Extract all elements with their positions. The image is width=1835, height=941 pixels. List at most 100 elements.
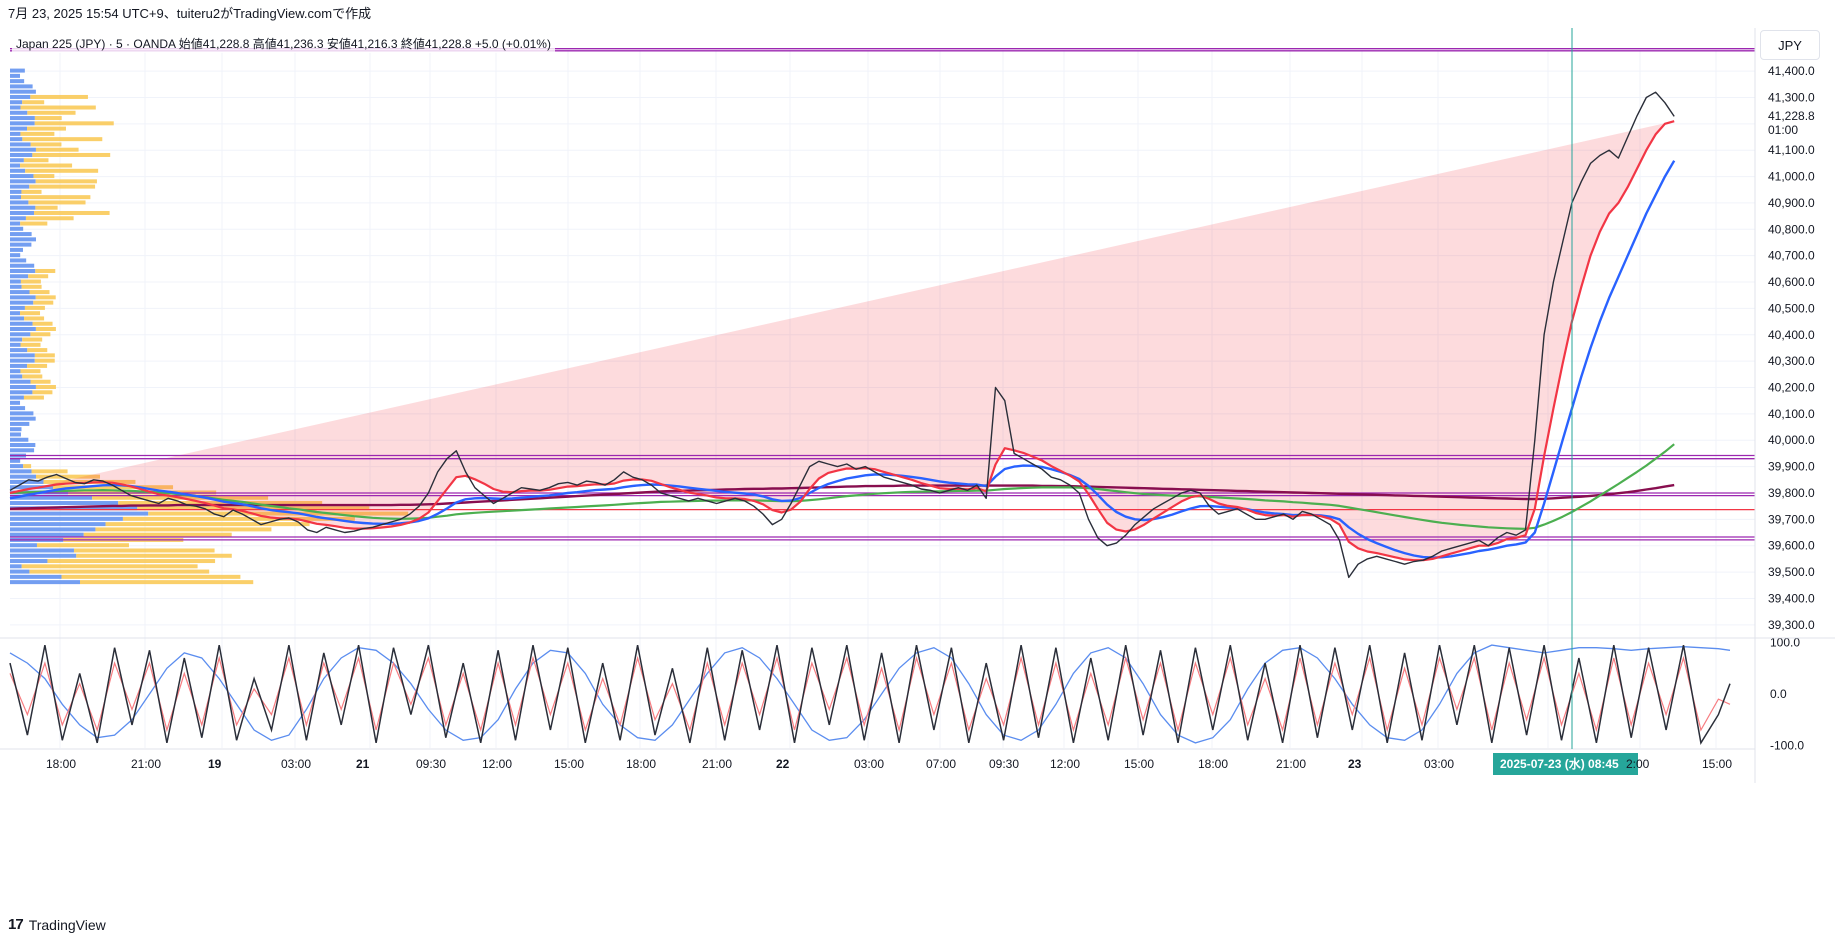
volume-profile-bar-down [23,158,49,163]
chart-snapshot-header: 7月 23, 2025 15:54 UTC+9、tuiteru2がTrading… [8,6,372,21]
volume-profile-bar-down [28,274,49,279]
volume-profile-bar-down [20,279,41,284]
volume-profile-bar-up [10,290,30,295]
volume-profile-bar-down [20,311,41,316]
time-tick-label: 18:00 [626,757,656,771]
volume-profile-bar-up [10,279,21,284]
volume-profile-bar-up [10,501,119,506]
volume-profile-bar-up [10,242,32,247]
current-price-label: 41,228.8 [1768,109,1815,123]
price-tick-label: 41,300.0 [1768,90,1815,104]
price-tick-label: 40,200.0 [1768,381,1815,395]
stoch-k-line [9,644,1731,745]
volume-profile-bar-down [29,184,96,189]
volume-profile-bar-down [27,126,66,131]
volume-profile-bar-down [22,100,45,105]
volume-profile-bar-down [122,516,355,521]
tradingview-footer[interactable]: 17 TradingView [8,913,106,937]
time-tick-label: 18:00 [46,757,76,771]
volume-profile-bar-down [30,332,51,337]
time-tick-label: 03:00 [854,757,884,771]
currency-button[interactable]: JPY [1760,30,1820,60]
time-tick-label: 15:00 [554,757,584,771]
volume-profile-bar-down [20,105,96,110]
volume-profile-bar-up [10,522,106,527]
price-line [9,91,1675,579]
volume-profile-bar-down [118,501,323,506]
time-tick-label: 15:00 [1124,757,1154,771]
volume-profile-bar-up [10,300,34,305]
volume-profile-bar-up [10,121,35,126]
volume-profile-bar-up [10,548,74,553]
volume-profile-bar-up [10,516,123,521]
volume-profile-bar-down [35,326,56,331]
volume-profile-bar-up [10,163,21,168]
time-tick-label: 09:30 [416,757,446,771]
symbol-legend[interactable]: Japan 225 (JPY) · 5 · OANDA 始値41,228.8 高… [12,34,555,53]
volume-profile-bar-up [10,305,25,310]
bar-countdown-label: 01:00 [1768,123,1798,137]
price-tick-label: 41,400.0 [1768,64,1815,78]
volume-profile-bar-up [10,237,36,242]
volume-profile-bar-down [27,348,48,353]
volume-profile-bar-down [20,131,55,136]
volume-profile-bar-up [10,559,48,564]
ma-fill-areas [10,121,1675,561]
volume-profile-bar-up [10,158,24,163]
time-tick-label: 21:00 [1276,757,1306,771]
volume-profile-bar-down [35,385,56,390]
volume-profile-bar-down [24,305,45,310]
volume-profile-bar-down [21,284,42,289]
volume-profile-bar-up [10,79,25,84]
volume-profile-bar-down [25,168,99,173]
volume-profile-bar-up [10,474,36,479]
price-tick-label: 40,400.0 [1768,328,1815,342]
price-tick-label: 39,300.0 [1768,618,1815,632]
price-tick-label: 39,700.0 [1768,512,1815,526]
volume-profile-bar-down [32,390,53,395]
volume-profile-bar-down [30,379,51,384]
volume-profile-bar-up [10,126,28,131]
volume-profile-bar-down [29,569,210,574]
volume-profile-bar-up [10,348,28,353]
price-tick-label: 40,300.0 [1768,354,1815,368]
volume-profile-bar-down [33,174,55,179]
volume-profile-bar-up [10,326,36,331]
volume-profile-bar-up [10,495,93,500]
volume-profile-bar-down [33,300,54,305]
volume-profile-bar-up [10,469,32,474]
tradingview-brand: TradingView [28,917,106,933]
price-tick-label: 40,700.0 [1768,249,1815,263]
volume-profile-bar-up [10,147,36,152]
volume-profile-bar-up [10,137,23,142]
volume-profile-bar-up [10,311,21,316]
volume-profile-bar-down [21,564,198,569]
volume-profile-bar-down [148,511,409,516]
volume-profile-bar-up [10,395,24,400]
time-tick-label: 19 [208,757,222,771]
price-tick-label: 39,400.0 [1768,591,1815,605]
price-tick-label: 40,500.0 [1768,301,1815,315]
time-tick-label: 2:00 [1626,757,1650,771]
price-tick-label: 39,600.0 [1768,539,1815,553]
volume-profile-bar-up [10,226,24,231]
volume-profile-bar-down [20,163,73,168]
price-tick-label: 40,100.0 [1768,407,1815,421]
volume-profile-bar-up [10,421,30,426]
volume-profile-bar-up [10,247,23,252]
volume-profile-bar-up [10,443,36,448]
price-tick-label: 40,000.0 [1768,433,1815,447]
chart-canvas[interactable]: 100.00.0-100.0 41,400.041,300.041,200.04… [0,28,1835,913]
ma-fill-area [10,121,1675,561]
volume-profile-bar-up [10,385,36,390]
volume-profile-bar-down [53,485,174,490]
time-tick-label: 12:00 [482,757,512,771]
volume-profile-bar-down [21,195,91,200]
volume-profile-bar-up [10,152,33,157]
volume-profile-bar-up [10,89,36,94]
time-tick-label: 03:00 [1424,757,1454,771]
volume-profile-bar-down [61,574,241,579]
volume-profile-bar-up [10,195,22,200]
volume-profile-bar-down [29,290,50,295]
volume-profile-bar-up [10,84,33,89]
